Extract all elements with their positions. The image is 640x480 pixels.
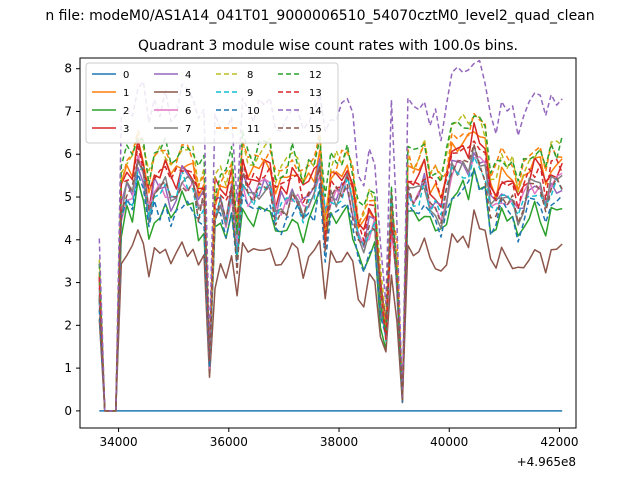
y-tick-label: 2 [64,318,72,332]
x-tick-label: 34000 [99,435,137,449]
legend-label-13: 13 [309,88,322,99]
series-line-3 [98,121,563,412]
series-line-8 [98,113,563,412]
y-tick-label: 6 [64,147,72,161]
legend-label-9: 9 [247,88,253,99]
x-tick-label: 36000 [210,435,248,449]
legend-label-5: 5 [185,88,191,99]
y-tick-label: 4 [64,233,72,247]
legend-label-7: 7 [185,124,191,135]
x-tick-label: 42000 [540,435,578,449]
y-tick-label: 8 [64,62,72,76]
file-suptitle: n file: modeM0/AS1A14_041T01_9000006510_… [45,8,594,24]
legend-label-4: 4 [185,70,191,81]
legend-label-3: 3 [123,124,129,135]
y-tick-label: 3 [64,276,72,290]
legend-label-15: 15 [309,124,322,135]
series-line-5 [98,209,563,412]
legend-label-1: 1 [123,88,129,99]
y-tick-label: 5 [64,190,72,204]
series-lines [98,59,563,412]
x-tick-label: 40000 [430,435,468,449]
chart-title: Quadrant 3 module wise count rates with … [138,38,518,54]
legend-label-8: 8 [247,70,253,81]
legend-label-2: 2 [123,106,129,117]
y-tick-label: 1 [64,361,72,375]
y-axis: 0 1 2 3 4 5 6 7 8 [64,62,80,418]
plot-frame [79,57,577,429]
legend-label-11: 11 [247,124,260,135]
series-line-15 [98,143,563,412]
y-tick-label: 0 [64,404,72,418]
legend-label-14: 14 [309,106,322,117]
legend-label-6: 6 [185,106,191,117]
series-line-12 [98,115,563,412]
series-line-11 [98,112,563,412]
legend-label-12: 12 [309,70,322,81]
legend-label-10: 10 [247,106,260,117]
series-line-9 [98,155,563,412]
series-line-4 [98,152,563,412]
series-line-13 [98,140,563,412]
x-tick-label: 38000 [320,435,358,449]
x-axis: 34000 36000 38000 40000 42000 [99,428,579,449]
legend-box [85,62,339,144]
y-tick-label: 7 [64,104,72,118]
x-offset-label: +4.965e8 [517,455,576,469]
series-line-7 [98,144,563,412]
legend-label-0: 0 [123,70,129,81]
